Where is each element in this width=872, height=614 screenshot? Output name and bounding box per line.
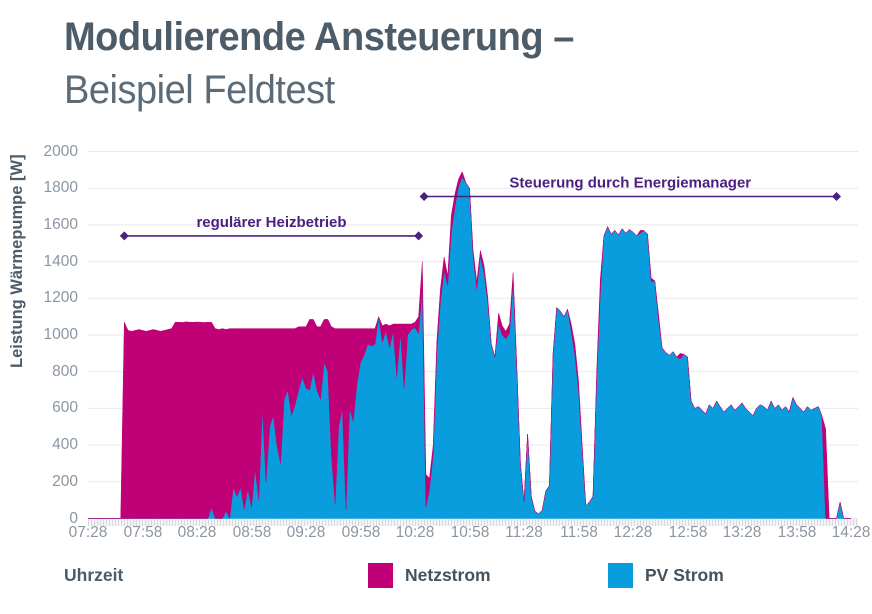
annotation-label: Steuerung durch Energiemanager bbox=[509, 175, 751, 192]
y-tick-label-600: 600 bbox=[52, 399, 78, 416]
x-tick-label-08-28: 08:28 bbox=[177, 524, 217, 541]
x-tick-label-07-58: 07:58 bbox=[123, 524, 163, 541]
annotation-diamond-end bbox=[832, 192, 841, 201]
title-line-2: Beispiel Feldtest bbox=[64, 68, 335, 112]
x-tick-label-12-28: 12:28 bbox=[613, 524, 653, 541]
x-tick-label-11-28: 11:28 bbox=[505, 524, 543, 541]
y-axis-title: Leistung Wärmepumpe [W] bbox=[8, 154, 26, 368]
x-tick-label-10-58: 10:58 bbox=[450, 524, 490, 541]
annotation-1: regulärer Heizbetrieb bbox=[119, 214, 424, 241]
legend-swatch-pv-strom bbox=[608, 563, 633, 588]
annotation-diamond-start bbox=[119, 231, 129, 241]
x-tick-label-07-28: 07:28 bbox=[68, 524, 108, 541]
x-tick-label-12-58: 12:58 bbox=[668, 524, 708, 541]
y-tick-label-1800: 1800 bbox=[43, 179, 78, 196]
x-tick-label-09-58: 09:58 bbox=[341, 524, 381, 541]
x-tick-label-13-28: 13:28 bbox=[722, 524, 762, 541]
x-tick-label-10-28: 10:28 bbox=[395, 524, 435, 541]
x-tick-label-11-58: 11:58 bbox=[560, 524, 598, 541]
chart-svg: regulärer Heizbetrieb Steuerung durch Ene… bbox=[88, 151, 858, 519]
y-tick-label-1200: 1200 bbox=[43, 289, 78, 306]
y-tick-label-2000: 2000 bbox=[43, 143, 78, 160]
legend-label-netzstrom: Netzstrom bbox=[405, 565, 491, 585]
area-netzstrom bbox=[88, 171, 851, 519]
y-tick-label-200: 200 bbox=[52, 473, 78, 490]
x-tick-label-09-28: 09:28 bbox=[286, 524, 326, 541]
title-line-1: Modulierende Ansteuerung – bbox=[64, 15, 574, 59]
x-tick-label-13-58: 13:58 bbox=[777, 524, 817, 541]
y-tick-label-0: 0 bbox=[69, 510, 78, 527]
chart-title: Modulierende Ansteuerung – Beispiel Feld… bbox=[64, 12, 601, 115]
annotation-diamond-start bbox=[419, 192, 429, 201]
x-axis-minor-ticks bbox=[88, 519, 858, 526]
y-tick-label-800: 800 bbox=[52, 363, 78, 380]
x-tick-label-08-58: 08:58 bbox=[232, 524, 272, 541]
y-tick-label-1400: 1400 bbox=[43, 253, 78, 270]
x-tick-label-14-28: 14:28 bbox=[831, 524, 871, 541]
x-axis-title: Uhrzeit bbox=[64, 565, 124, 585]
annotation-diamond-end bbox=[414, 231, 424, 241]
legend-swatch-netzstrom bbox=[368, 563, 393, 588]
annotation-label: regulärer Heizbetrieb bbox=[196, 214, 346, 231]
y-tick-label-1000: 1000 bbox=[43, 326, 78, 343]
legend-label-pv-strom: PV Strom bbox=[645, 565, 724, 585]
y-tick-label-1600: 1600 bbox=[43, 216, 78, 233]
annotation-2: Steuerung durch Energiemanager bbox=[419, 175, 841, 201]
y-tick-label-400: 400 bbox=[52, 436, 78, 453]
